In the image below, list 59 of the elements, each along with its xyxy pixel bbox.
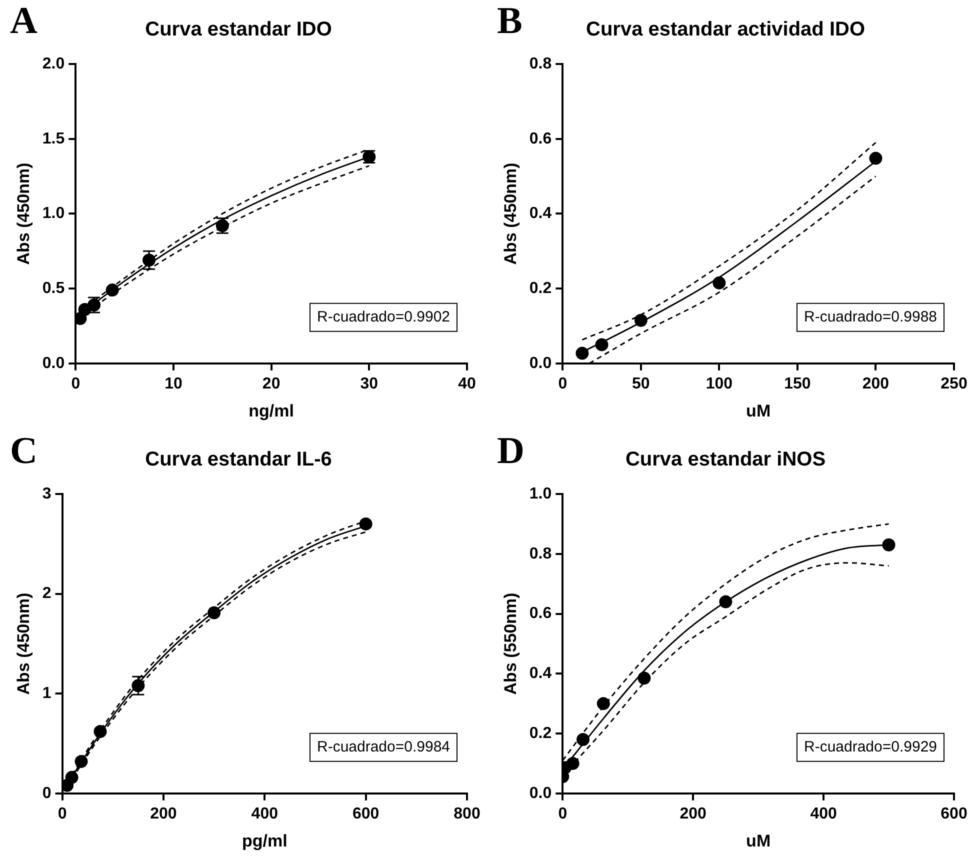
text: B <box>497 0 522 42</box>
y-tick-label: 0.2 <box>529 724 552 742</box>
x-tick-label: 0 <box>71 375 80 392</box>
x-tick-label: 30 <box>360 375 378 392</box>
y-tick-label: 1.5 <box>42 130 65 148</box>
y-tick-label: 1.0 <box>42 205 65 222</box>
y-tick-label: 2 <box>42 585 52 602</box>
x-tick-label: 200 <box>680 805 707 822</box>
y-axis-title: Abs (450nm) <box>500 162 520 265</box>
x-axis-title: uM <box>746 401 771 420</box>
text: C <box>10 430 38 472</box>
x-axis-title: uM <box>746 831 771 850</box>
y-tick-label: 0.4 <box>529 665 552 682</box>
x-tick-label: 250 <box>940 375 968 392</box>
chart-title: Curva estandar IDO <box>145 18 332 41</box>
x-tick-label: 200 <box>862 375 890 392</box>
y-tick-label: 0.5 <box>42 280 65 297</box>
x-tick-label: 150 <box>784 375 811 392</box>
y-tick-label: 0.6 <box>529 605 552 622</box>
y-tick-label: 0.8 <box>529 545 552 562</box>
x-tick-label: 600 <box>940 805 968 822</box>
y-tick-label: 0.0 <box>42 354 65 372</box>
y-tick-label: 3 <box>42 485 52 502</box>
x-tick-label: 40 <box>458 375 476 392</box>
x-tick-label: 0 <box>558 805 568 822</box>
y-tick-label: 1.0 <box>529 485 552 502</box>
y-tick-label: 0.0 <box>529 354 552 372</box>
annotation: R-cuadrado=0.9984 <box>316 738 450 756</box>
x-tick-label: 400 <box>810 805 837 822</box>
y-axis-title: Abs (450nm) <box>14 162 33 265</box>
y-tick-label: 0.2 <box>529 280 552 297</box>
text: A <box>10 0 38 42</box>
y-axis-title: Abs (550nm) <box>500 592 520 695</box>
y-tick-label: 0 <box>42 784 52 802</box>
y-tick-label: 0.4 <box>529 205 552 222</box>
x-axis-title: ng/ml <box>248 401 294 420</box>
y-tick-label: 1 <box>42 685 52 702</box>
y-tick-label: 0.6 <box>529 130 552 148</box>
x-tick-label: 10 <box>164 375 182 392</box>
y-tick-label: 0.8 <box>529 55 552 72</box>
y-tick-label: 0.0 <box>529 784 552 802</box>
x-tick-label: 400 <box>251 805 278 822</box>
chart-title: Curva estandar actividad IDO <box>586 18 865 41</box>
x-tick-label: 50 <box>632 375 650 392</box>
annotation: R-cuadrado=0.9902 <box>316 308 450 326</box>
chart-title: Curva estandar iNOS <box>625 448 826 471</box>
annotation: R-cuadrado=0.9988 <box>804 308 937 326</box>
x-tick-label: 600 <box>352 805 380 822</box>
chart-title: Curva estandar IL-6 <box>145 448 332 471</box>
annotation: R-cuadrado=0.9929 <box>804 738 937 756</box>
x-tick-label: 0 <box>558 375 568 392</box>
x-tick-label: 200 <box>150 805 177 822</box>
x-axis-title: pg/ml <box>242 831 288 850</box>
text: D <box>497 430 524 472</box>
y-axis-title: Abs (450nm) <box>14 592 33 695</box>
x-tick-label: 800 <box>454 805 480 822</box>
x-tick-label: 20 <box>262 375 280 392</box>
y-tick-label: 2.0 <box>42 55 65 72</box>
x-tick-label: 100 <box>706 375 733 392</box>
